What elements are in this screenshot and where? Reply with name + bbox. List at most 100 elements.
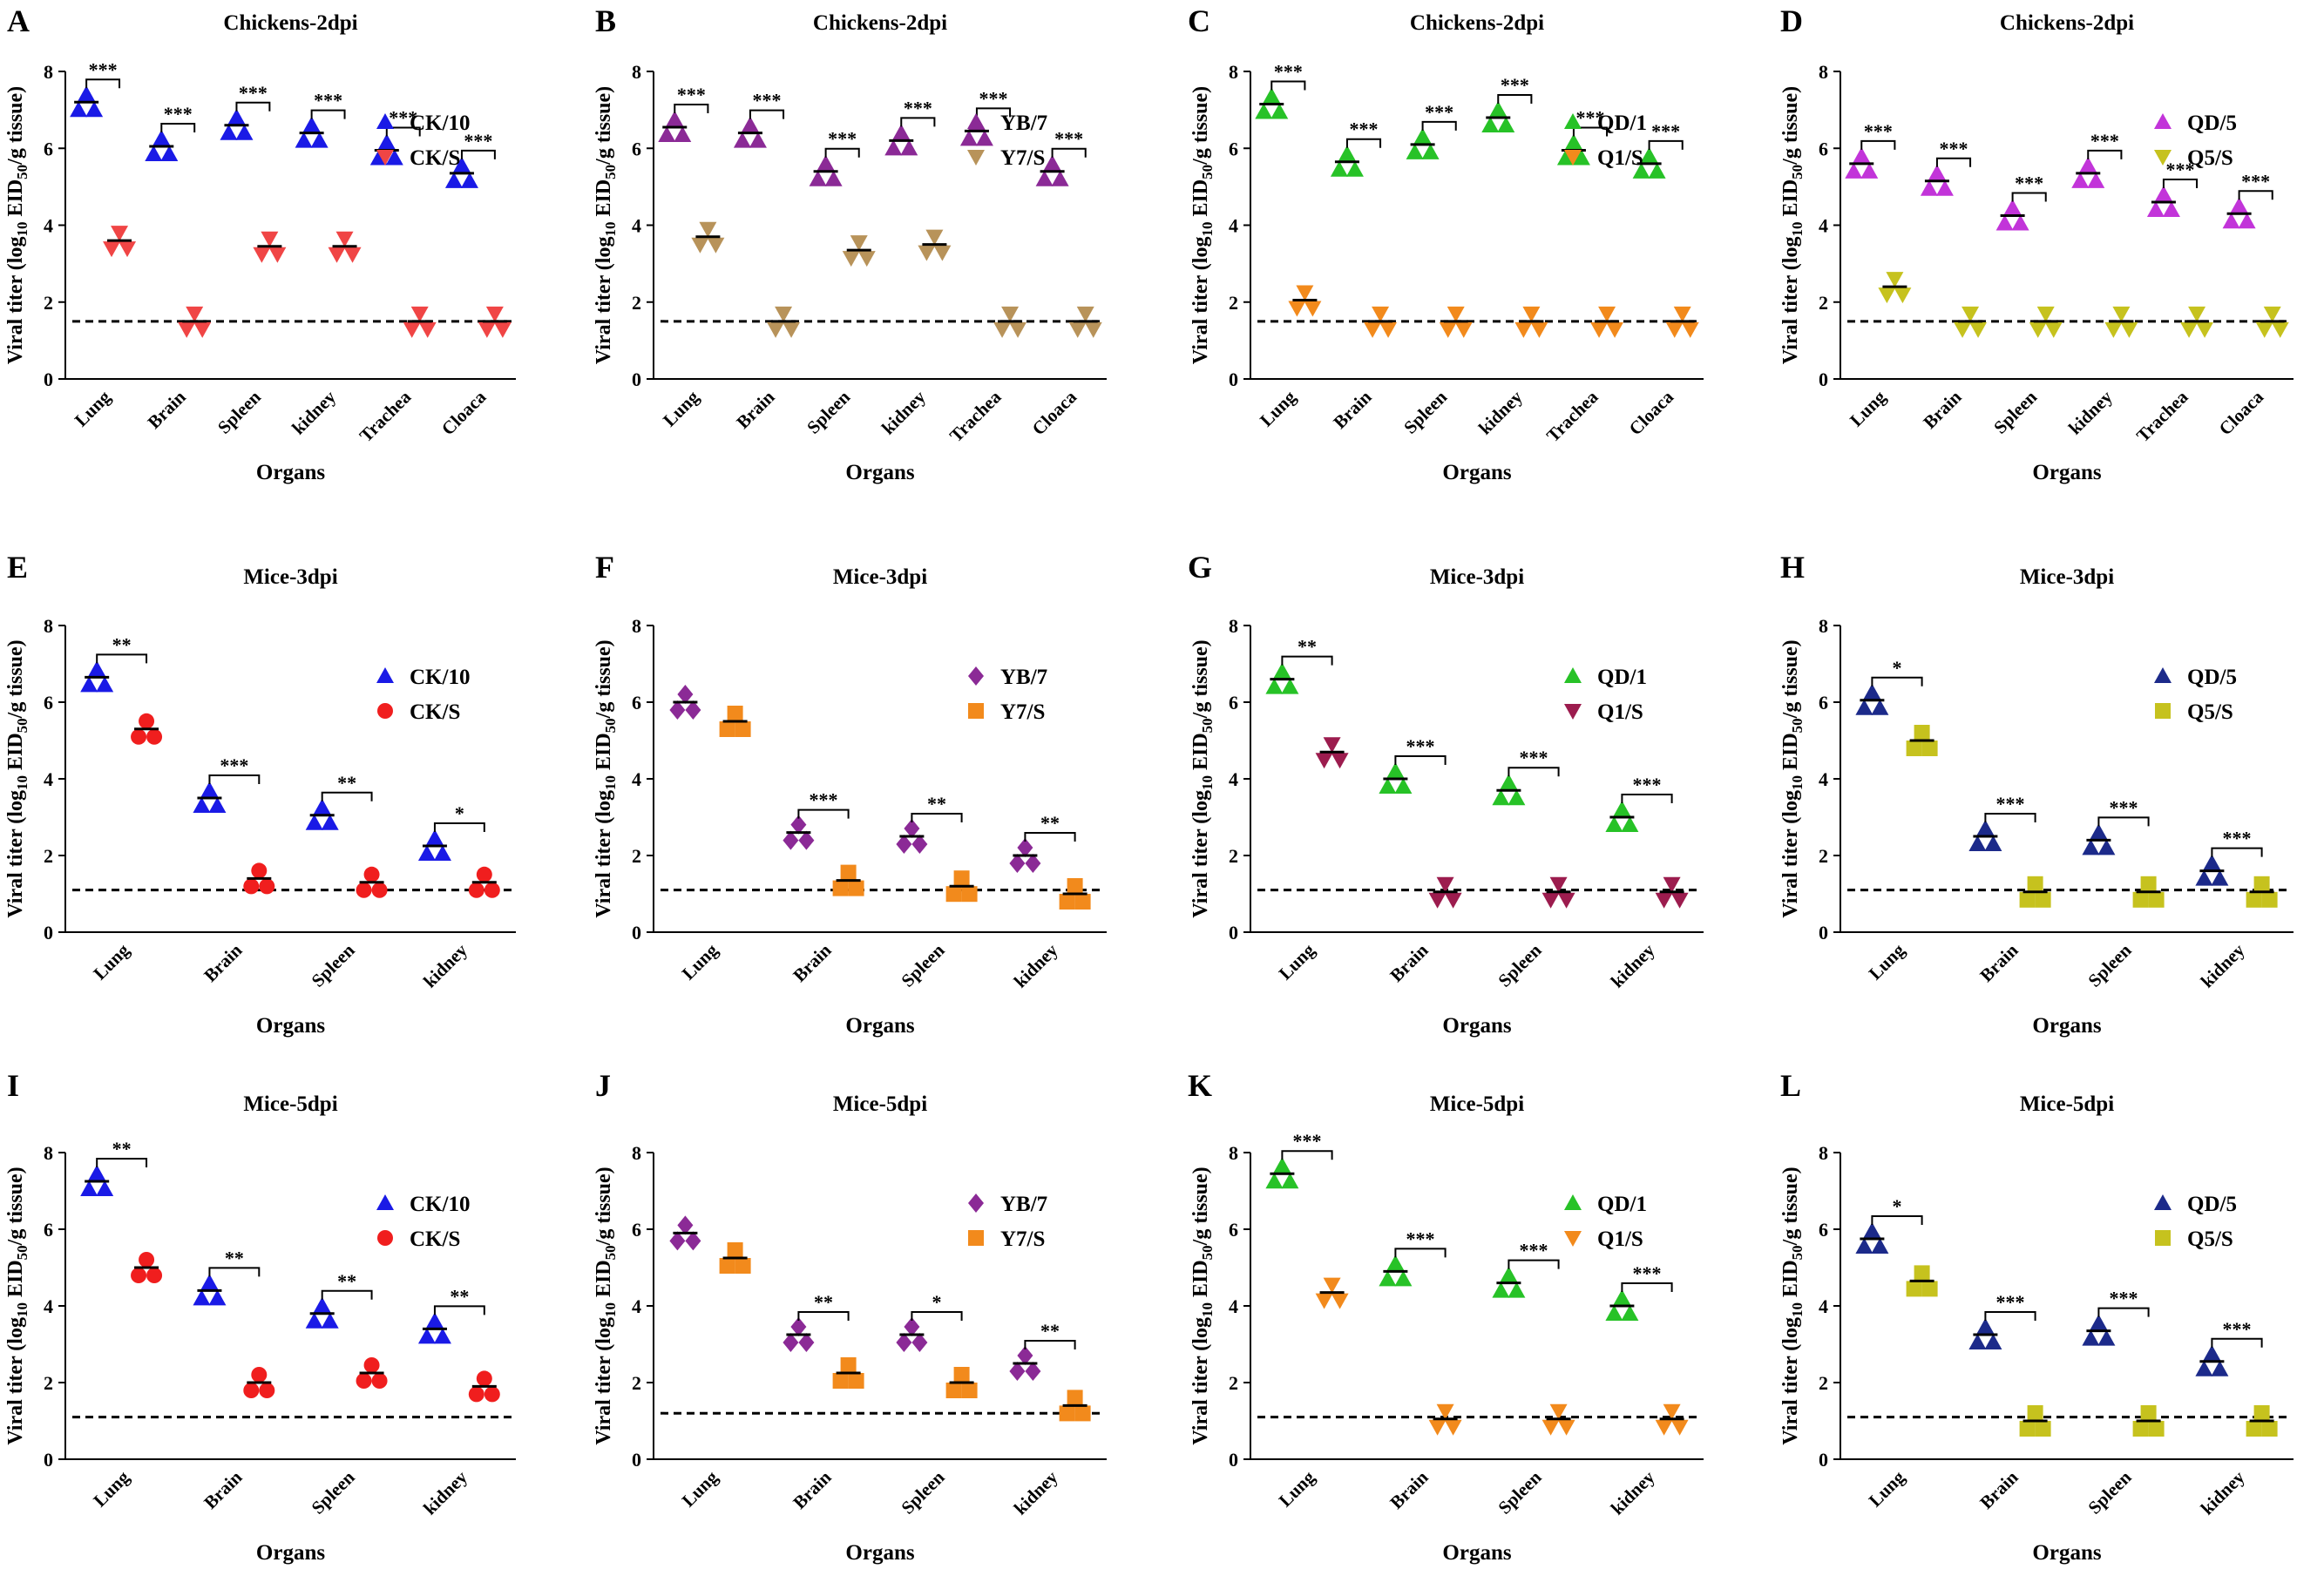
data-point bbox=[152, 130, 171, 146]
data-point bbox=[1331, 753, 1349, 769]
panel-g: G Mice-3dpi 0 2 4 6 8 Viral titer (log10 EID50/… bbox=[1188, 550, 1704, 1038]
x-tick-label: kidney bbox=[1607, 1466, 1659, 1518]
data-point bbox=[1364, 321, 1382, 338]
significance-label: *** bbox=[2223, 828, 2252, 849]
data-point bbox=[1379, 321, 1398, 338]
data-point bbox=[2090, 1314, 2108, 1330]
data-point bbox=[1894, 287, 1912, 304]
x-axis-label: Organs bbox=[845, 1014, 914, 1038]
data-point bbox=[1481, 116, 1500, 132]
significance-label: *** bbox=[1940, 138, 1968, 159]
data-point bbox=[80, 676, 98, 693]
data-point bbox=[1968, 1334, 1987, 1349]
x-axis-label: Organs bbox=[1442, 461, 1511, 484]
data-point bbox=[328, 247, 346, 263]
panel-title: Mice-5dpi bbox=[243, 1092, 337, 1116]
data-point bbox=[1976, 820, 1995, 835]
data-point bbox=[268, 247, 287, 263]
x-tick-label: Trachea bbox=[356, 386, 416, 446]
significance-bracket bbox=[1394, 755, 1447, 765]
significance-bracket bbox=[385, 126, 421, 137]
data-point bbox=[313, 1296, 331, 1313]
x-tick-label: Lung bbox=[678, 939, 722, 984]
data-point bbox=[911, 1333, 928, 1352]
data-point bbox=[425, 1312, 444, 1329]
y-axis-label: Viral titer (log10 EID50/g tissue) bbox=[593, 639, 619, 917]
data-point bbox=[1386, 1255, 1405, 1271]
data-point bbox=[1914, 725, 1930, 741]
data-point bbox=[677, 1215, 694, 1235]
panel-a: A Chickens-2dpi 0 2 4 6 8 Viral titer (log10 EI… bbox=[4, 3, 516, 484]
data-point bbox=[945, 886, 962, 903]
data-point bbox=[707, 237, 725, 254]
significance-bracket bbox=[1648, 139, 1684, 150]
significance-label: ** bbox=[1298, 636, 1317, 658]
significance-label: *** bbox=[2110, 796, 2138, 818]
data-point bbox=[2211, 1360, 2229, 1376]
data-point bbox=[235, 124, 254, 140]
data-point bbox=[1886, 272, 1904, 288]
data-point bbox=[1613, 801, 1631, 816]
y-tick-label: 4 bbox=[1819, 1295, 1828, 1317]
data-point bbox=[1025, 1362, 1041, 1381]
significance-label: ** bbox=[112, 633, 132, 655]
significance-label: *** bbox=[1633, 1262, 1662, 1284]
significance-label: *** bbox=[2090, 130, 2119, 152]
data-point bbox=[1564, 133, 1582, 150]
data-point bbox=[1379, 1270, 1397, 1287]
significance-bracket bbox=[2211, 847, 2263, 857]
x-tick-label: Spleen bbox=[897, 939, 948, 991]
x-tick-label: kidney bbox=[1010, 939, 1062, 991]
y-axis-label: Viral titer (log10 EID50/g tissue) bbox=[1779, 86, 1806, 364]
data-point bbox=[2104, 321, 2123, 338]
panel-h: H Mice-3dpi 0 2 4 6 8 Viral titer (log10 EID50/… bbox=[1779, 550, 2294, 1038]
data-point bbox=[478, 321, 496, 338]
y-tick-label: 6 bbox=[632, 692, 641, 713]
legend-label: YB/7 bbox=[1000, 112, 1047, 135]
data-point bbox=[78, 85, 96, 102]
x-tick-label: Brain bbox=[732, 386, 779, 433]
data-point bbox=[1871, 1238, 1889, 1254]
data-point bbox=[1263, 87, 1281, 104]
data-point bbox=[1067, 1390, 1083, 1406]
data-point bbox=[2195, 1360, 2213, 1376]
significance-label: *** bbox=[239, 82, 268, 104]
legend-marker bbox=[376, 113, 394, 129]
significance-bracket bbox=[2011, 192, 2047, 202]
data-point bbox=[1663, 1403, 1681, 1420]
x-tick-label: Brain bbox=[1386, 1466, 1433, 1513]
y-tick-label: 0 bbox=[1819, 922, 1828, 943]
data-point bbox=[1428, 1419, 1447, 1436]
data-point bbox=[476, 1370, 492, 1387]
data-point bbox=[975, 130, 993, 146]
significance-label: * bbox=[1893, 657, 1902, 679]
legend-label: Y7/S bbox=[1000, 146, 1045, 170]
y-tick-label: 6 bbox=[1819, 138, 1828, 159]
significance-bracket bbox=[1860, 139, 1896, 150]
data-point bbox=[1067, 878, 1083, 894]
significance-label: *** bbox=[1350, 118, 1379, 140]
data-point bbox=[2146, 201, 2165, 218]
data-point bbox=[2132, 1421, 2149, 1437]
data-point bbox=[484, 882, 500, 898]
significance-bracket bbox=[1984, 1311, 2036, 1321]
data-point bbox=[735, 721, 751, 737]
x-axis-label: Organs bbox=[2032, 461, 2101, 484]
legend-marker bbox=[376, 1194, 394, 1210]
data-point bbox=[953, 1367, 970, 1383]
data-point bbox=[302, 116, 321, 132]
data-point bbox=[186, 306, 204, 322]
data-point bbox=[1598, 306, 1616, 322]
legend-marker bbox=[2154, 1194, 2172, 1210]
panel-title: Mice-5dpi bbox=[1430, 1092, 1524, 1116]
data-point bbox=[691, 237, 709, 254]
panel-title: Mice-3dpi bbox=[243, 565, 337, 589]
x-axis-label: Organs bbox=[256, 1541, 325, 1565]
panel-title: Mice-3dpi bbox=[2020, 565, 2114, 589]
data-point bbox=[685, 700, 701, 720]
data-point bbox=[1345, 160, 1364, 177]
data-point bbox=[1522, 306, 1541, 322]
data-point bbox=[911, 835, 928, 854]
legend-label: Q1/S bbox=[1597, 700, 1643, 724]
